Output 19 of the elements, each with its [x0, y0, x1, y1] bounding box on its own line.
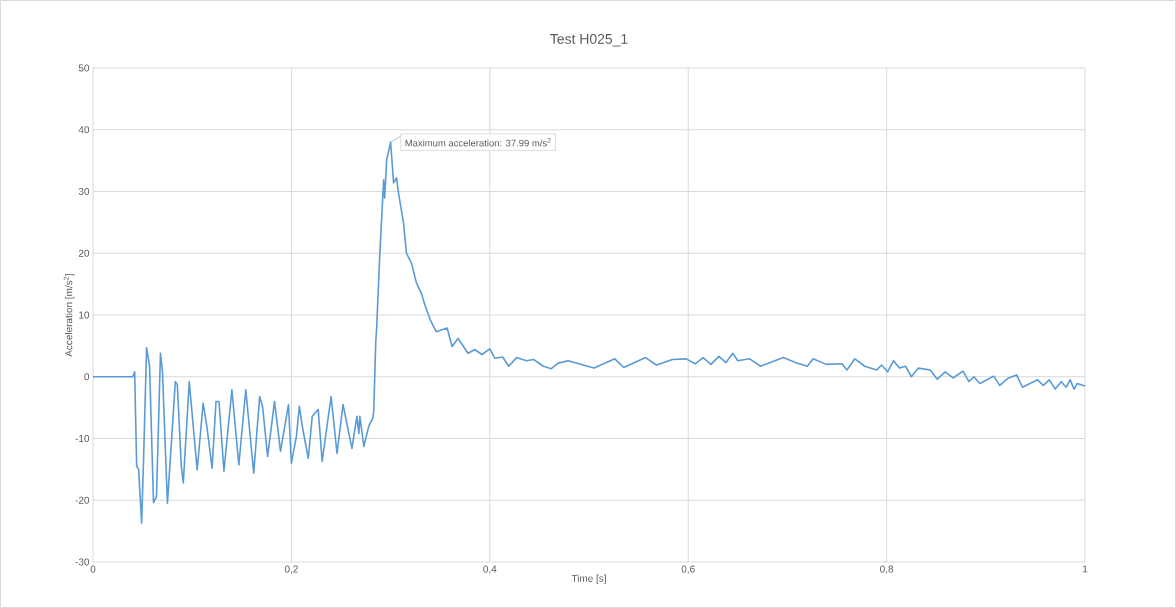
x-tick-label: 0,6 [681, 565, 695, 574]
y-tick-label: 10 [79, 311, 90, 319]
x-tick-label: 0,4 [483, 565, 497, 574]
x-tick-label: 0,8 [880, 565, 894, 574]
y-tick-label: 0 [84, 373, 90, 381]
x-tick-label: 0 [90, 565, 96, 573]
x-tick-label: 1 [1083, 565, 1088, 573]
chart-title: Test H025_1 [550, 33, 628, 47]
y-tick-label: -30 [75, 558, 90, 566]
y-axis-title: Acceleration [m/s$^{2}$] [63, 273, 75, 357]
y-tick-label: 20 [78, 249, 90, 257]
x-tick-label: 0,2 [284, 565, 298, 574]
y-tick-label: -10 [75, 434, 90, 443]
y-tick-label: 40 [78, 126, 90, 134]
y-tick-label: 50 [78, 64, 90, 72]
y-tick-label: 30 [78, 187, 90, 196]
x-axis-title: Time [s] [571, 574, 606, 584]
annotation: Maximum acceleration: 37.99 m/s$^{2}$ [405, 137, 551, 147]
y-tick-label: -20 [75, 496, 90, 504]
